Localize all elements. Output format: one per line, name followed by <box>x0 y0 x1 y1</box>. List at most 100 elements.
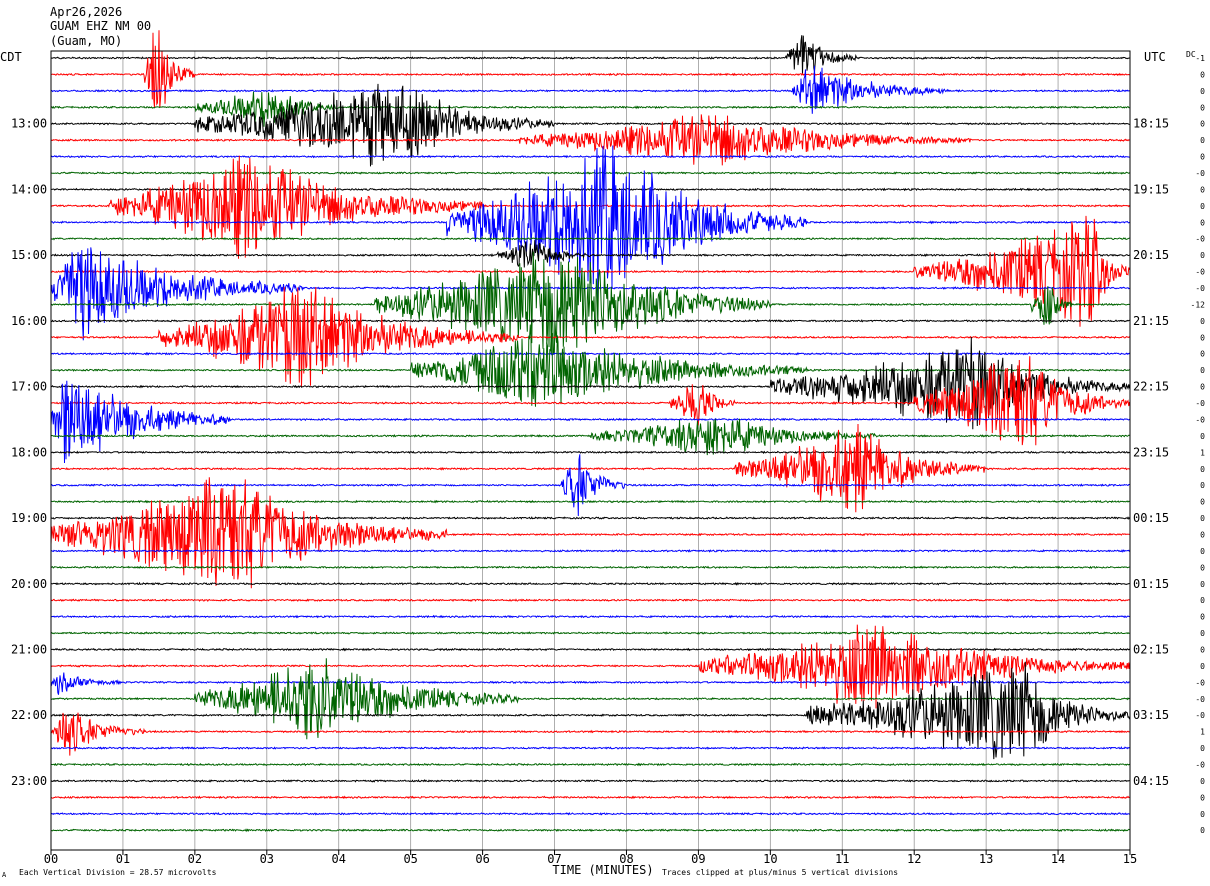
plot-frame <box>50 50 1131 851</box>
dc-offset-label: 0 <box>1200 103 1205 112</box>
right-hour-label: 00:15 <box>1133 511 1169 525</box>
trace-line <box>50 516 1130 521</box>
trace-line <box>50 418 1130 456</box>
dc-offset-label: 0 <box>1200 120 1205 129</box>
trace-line <box>50 83 1130 167</box>
dc-offset-label: 0 <box>1200 70 1205 79</box>
dc-offset-label: 0 <box>1200 826 1205 835</box>
trace-line <box>50 91 1130 127</box>
x-tick-label: 02 <box>188 852 202 866</box>
x-tick-label: 03 <box>260 852 274 866</box>
dc-offset-label: 1 <box>1200 448 1205 457</box>
x-tick-label: 13 <box>979 852 993 866</box>
trace-line <box>50 251 1130 355</box>
dc-offset-label: 0 <box>1200 383 1205 392</box>
dc-offset-label: 0 <box>1200 481 1205 490</box>
x-tick-label: 11 <box>835 852 849 866</box>
dc-offset-label: 0 <box>1200 793 1205 802</box>
right-hour-label: 02:15 <box>1133 642 1169 656</box>
trace-line <box>50 423 1130 513</box>
left-hour-label: 19:00 <box>11 511 47 525</box>
dc-offset-label: -0 <box>1195 760 1205 769</box>
left-hour-label: 23:00 <box>11 774 47 788</box>
dc-offset-label: 0 <box>1200 153 1205 162</box>
trace-line <box>50 286 1130 387</box>
trace-line <box>50 351 1130 356</box>
left-timezone-label: CDT <box>0 50 22 64</box>
trace-line <box>50 30 1130 108</box>
dc-offset-label: 0 <box>1200 662 1205 671</box>
dc-offset-label: 1 <box>1200 728 1205 737</box>
dc-offset-label: 0 <box>1200 432 1205 441</box>
dc-offset-label: 0 <box>1200 218 1205 227</box>
x-tick-label: 01 <box>116 852 130 866</box>
trace-line <box>50 477 1130 589</box>
left-hour-label: 21:00 <box>11 642 47 656</box>
trace-line <box>50 581 1130 586</box>
right-hour-label: 23:15 <box>1133 445 1169 459</box>
dc-offset-label: 0 <box>1200 596 1205 605</box>
trace-line <box>50 795 1130 800</box>
left-hour-label: 22:00 <box>11 708 47 722</box>
trace-line <box>50 499 1130 504</box>
trace-line <box>50 155 1130 259</box>
dc-offset-label: 0 <box>1200 530 1205 539</box>
trace-line <box>50 779 1130 783</box>
trace-line <box>50 598 1130 602</box>
dc-offset-label: 0 <box>1200 498 1205 507</box>
dc-offset-label: 0 <box>1200 185 1205 194</box>
left-hour-label: 17:00 <box>11 380 47 394</box>
x-tick-label: 15 <box>1123 852 1137 866</box>
trace-line <box>50 380 1130 464</box>
dc-offset-label: 0 <box>1200 251 1205 260</box>
trace-line <box>50 318 1130 323</box>
x-tick-label: 06 <box>475 852 489 866</box>
trace-line <box>50 548 1130 553</box>
trace-line <box>50 631 1130 635</box>
x-tick-label: 08 <box>619 852 633 866</box>
trace-line <box>50 171 1130 176</box>
trace-line <box>50 240 1130 268</box>
x-tick-labels: 00 01 02 03 04 05 06 07 08 09 10 11 12 13 14 15 <box>44 850 1137 866</box>
dc-offset-label: 0 <box>1200 317 1205 326</box>
trace-line <box>50 247 1130 341</box>
right-timezone-label: UTC <box>1144 50 1166 64</box>
dc-offset-label: 0 <box>1200 350 1205 359</box>
right-hour-label: 03:15 <box>1133 708 1169 722</box>
header-location: (Guam, MO) <box>50 34 122 48</box>
trace-line <box>50 828 1130 833</box>
seismic-traces <box>50 30 1130 833</box>
corner-mark: A <box>2 871 7 879</box>
dc-offset-label: -0 <box>1195 399 1205 408</box>
dc-offset-label: 0 <box>1200 645 1205 654</box>
dc-header-label: DC <box>1186 50 1196 59</box>
dc-offset-label: 0 <box>1200 202 1205 211</box>
right-hour-label: 20:15 <box>1133 248 1169 262</box>
dc-offset-label: 0 <box>1200 810 1205 819</box>
trace-line <box>50 672 1130 695</box>
trace-line <box>50 661 1130 760</box>
x-tick-label: 04 <box>332 852 346 866</box>
trace-line <box>50 454 1130 517</box>
left-hour-label: 20:00 <box>11 577 47 591</box>
trace-line <box>50 450 1130 455</box>
x-tick-label: 12 <box>907 852 921 866</box>
footer-scale-note: Each Vertical Division = 28.57 microvolt… <box>19 868 217 877</box>
trace-line <box>50 712 1130 756</box>
x-tick-label: 05 <box>403 852 417 866</box>
trace-line <box>50 356 1130 446</box>
right-hour-label: 22:15 <box>1133 380 1169 394</box>
dc-offset-label: -0 <box>1195 235 1205 244</box>
right-hour-label: 21:15 <box>1133 314 1169 328</box>
trace-line <box>50 154 1130 159</box>
x-tick-label: 09 <box>691 852 705 866</box>
right-hour-label: 01:15 <box>1133 577 1169 591</box>
dc-offset-label: 0 <box>1200 465 1205 474</box>
x-tick-label: 10 <box>763 852 777 866</box>
dc-offset-label: 0 <box>1200 580 1205 589</box>
dc-offset-label: 0 <box>1200 514 1205 523</box>
dc-offset-label: 0 <box>1200 744 1205 753</box>
trace-line <box>50 762 1130 767</box>
dc-offset-label: -0 <box>1195 711 1205 720</box>
